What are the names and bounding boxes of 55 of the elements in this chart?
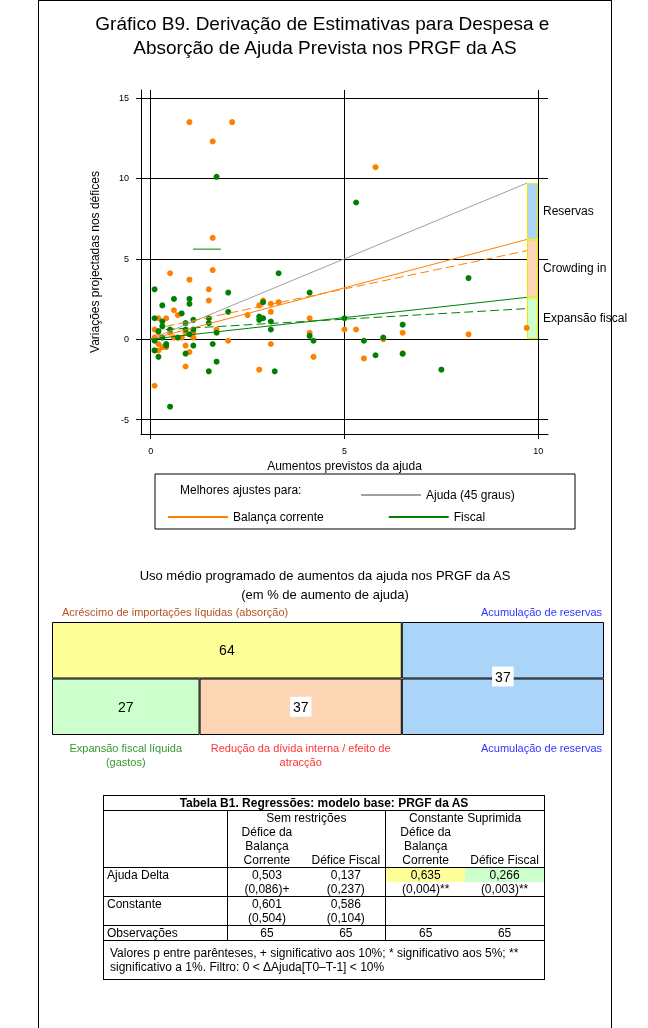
series-label: Acréscimo de importações líquidas (absorção) — [62, 605, 289, 619]
y-tick-label: 10 — [118, 173, 129, 184]
text: 65 — [260, 926, 274, 940]
text: (0,004)** — [402, 882, 450, 896]
category-label: Défice Fiscal — [306, 825, 386, 868]
text: Constante Suprimida — [385, 810, 545, 825]
y-axis-title: Variações projectadas nos défices — [88, 171, 102, 353]
category-label: Observações — [107, 926, 178, 940]
category-label: Défice da Balança Corrente — [227, 825, 307, 868]
x-tick-label: 5 — [341, 445, 348, 456]
text: Acumulação de reservas — [480, 741, 602, 755]
series-label: Expansão fiscal líquida (gastos) — [68, 741, 184, 769]
legend-title: Melhores ajustes para: — [180, 483, 302, 497]
x-tick-label: 0 — [148, 445, 154, 456]
text: Sem restrições — [227, 810, 386, 825]
text: 65 — [419, 926, 433, 940]
x-tick-label: 10 — [533, 445, 544, 456]
series-label: Reservas — [543, 204, 594, 219]
text: 0,586 — [330, 897, 361, 911]
series-label: Redução da dívida interna / efeito de atracção — [209, 741, 392, 769]
text: (0,504) — [247, 911, 286, 925]
category-label: Constante — [107, 897, 162, 911]
data-label: 27 — [117, 698, 134, 715]
y-tick-label: 5 — [123, 253, 129, 264]
legend-label: Fiscal — [453, 510, 486, 524]
text: (0,104) — [326, 911, 365, 925]
category-label: Ajuda Delta — [107, 868, 170, 882]
series-label: Crowding in — [543, 261, 607, 276]
text: Valores p entre parênteses, + significativo aos 10%; * significativo aos 5%; ** significativo a 1%. Filtro: 0 < ΔAjuda[T0–T-1] < 10% — [103, 940, 545, 980]
text: 0,601 — [251, 897, 282, 911]
category-label: Défice da Balança Corrente — [385, 825, 466, 868]
chart-title: Uso médio programado de aumentos da ajuda nos PRGF da AS — [139, 568, 511, 583]
text: (0,237) — [326, 882, 365, 896]
data-label: 64 — [219, 642, 235, 659]
chart-title: Gráfico B9. Derivação de Estimativas para Despesa e Absorção de Ajuda Prevista nos PRGF da AS — [95, 12, 555, 58]
data-label: 37 — [292, 698, 309, 715]
text: (0,086)+ — [244, 882, 290, 896]
category-label: Défice Fiscal — [465, 825, 545, 868]
text: 65 — [339, 926, 353, 940]
legend-label: Ajuda (45 graus) — [426, 488, 515, 502]
chart-subtitle: (em % de aumento de ajuda) — [241, 587, 409, 602]
x-axis-title: Aumentos previstos da ajuda — [267, 458, 423, 473]
text: 0,137 — [330, 868, 361, 882]
text: Tabela B1. Regressões: modelo base: PRGF da AS — [103, 795, 545, 811]
text: 0,635 — [410, 868, 441, 882]
y-tick-label: 0 — [123, 334, 129, 345]
data-label: 37 — [495, 668, 511, 685]
y-tick-label: -5 — [120, 414, 129, 425]
legend-label: Balança corrente — [233, 510, 325, 524]
text: 0,503 — [251, 868, 282, 882]
text: 65 — [497, 926, 512, 940]
text: 0,266 — [489, 868, 520, 882]
text: (0,003)** — [480, 882, 529, 896]
series-label: Acumulação de reservas — [480, 605, 602, 619]
y-tick-label: 15 — [118, 93, 129, 104]
